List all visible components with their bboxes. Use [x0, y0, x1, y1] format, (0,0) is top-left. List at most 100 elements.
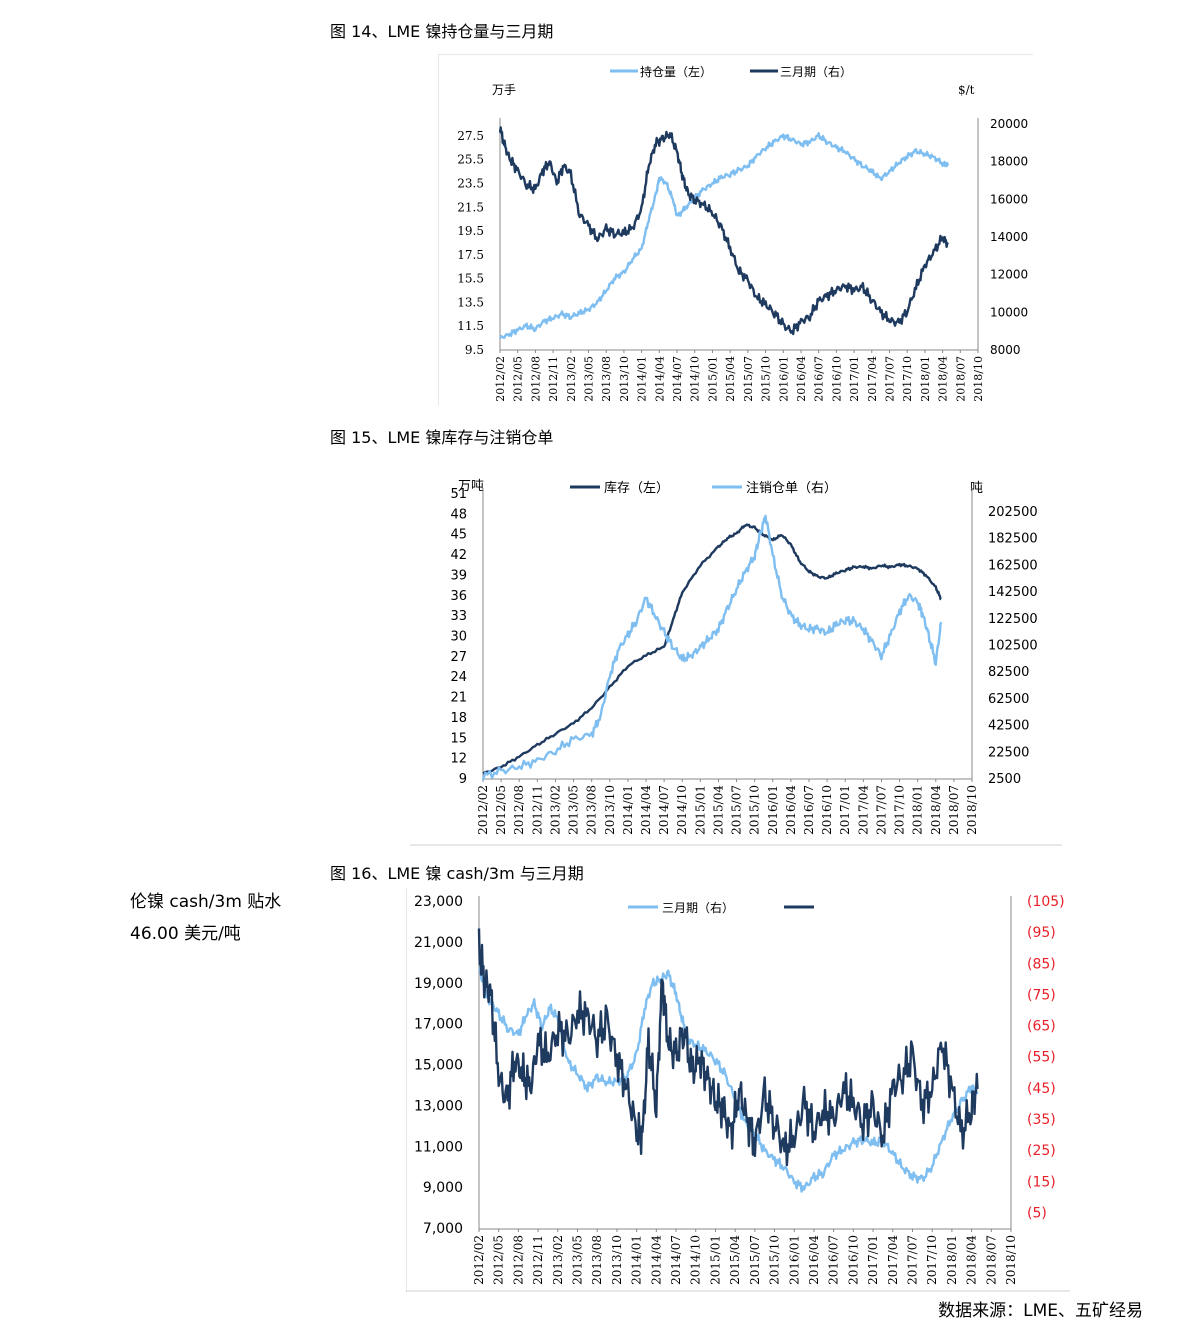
- chart-inventory-vs-cancelled-warrants: 库存（左） 注销仓单（右） 万吨 吨 51 48 45 42 39 36 33 30 27 24 2…: [410, 479, 1062, 846]
- x-tick-label: 2017/04: [866, 356, 879, 402]
- x-tick-label: 2017/10: [893, 785, 907, 835]
- left-tick-label: 21,000: [414, 935, 463, 951]
- x-tick-label: 2016/10: [830, 356, 843, 402]
- right-tick-label: (95): [1027, 925, 1056, 941]
- x-tick-label: 2015/01: [706, 356, 719, 402]
- right-tick-label: (25): [1027, 1143, 1056, 1159]
- right-tick-label: 62500: [988, 692, 1029, 707]
- series-line-a: [482, 523, 942, 775]
- left-tick-label: 33: [450, 609, 467, 624]
- left-tick-label: 23,000: [414, 894, 463, 910]
- x-tick-label: 2018/01: [919, 356, 932, 402]
- x-tick-label: 2013/05: [583, 356, 596, 402]
- right-tick-label: (35): [1027, 1112, 1056, 1128]
- left-tick-label: 45: [450, 528, 467, 543]
- x-tick-label: 2015/04: [728, 1235, 742, 1285]
- x-tick-label: 2013/10: [603, 785, 617, 835]
- legend-label-open-interest: 持仓量（左）: [640, 64, 712, 79]
- x-tick-label: 2018/04: [965, 1235, 979, 1285]
- x-tick-label: 2014/07: [671, 356, 684, 402]
- legend-label-3m-price: 三月期（右）: [662, 900, 734, 915]
- x-tick-label: 2018/07: [947, 785, 961, 835]
- x-tick-label: 2018/10: [1004, 1235, 1018, 1285]
- x-tick-label: 2014/04: [653, 356, 666, 402]
- x-tick-label: 2014/07: [669, 1235, 683, 1285]
- right-tick-label: 122500: [988, 612, 1038, 627]
- x-tick-label: 2012/02: [472, 1235, 486, 1285]
- left-tick-label: 9: [459, 772, 467, 787]
- right-tick-label: 202500: [988, 505, 1038, 520]
- figure-16-title: 图 16、LME 镍 cash/3m 与三月期: [330, 864, 584, 883]
- left-tick-label: 17,000: [414, 1017, 463, 1033]
- side-note-value: 46.00 美元/吨: [130, 924, 241, 944]
- x-tick-label: 2013/05: [571, 1235, 585, 1285]
- left-tick-label: 11,000: [414, 1139, 463, 1155]
- left-axis-unit: 万吨: [458, 479, 484, 494]
- x-tick-label: 2013/08: [590, 1235, 604, 1285]
- x-tick-label: 2013/10: [610, 1235, 624, 1285]
- x-tick-label: 2014/10: [689, 1235, 703, 1285]
- left-tick-label: 15: [450, 731, 467, 746]
- chart-cash3m-vs-3m: 三月期（右） 23,000 21,000 19,000 17,000 15,000 13,…: [406, 888, 1070, 1292]
- x-tick-label: 2013/02: [565, 356, 578, 402]
- left-tick-label: 51: [450, 487, 467, 502]
- right-tick-label: (105): [1027, 894, 1065, 910]
- left-tick-label: 9,000: [423, 1180, 463, 1196]
- x-tick-label: 2012/11: [547, 356, 560, 402]
- series-line-a: [478, 966, 979, 1193]
- right-tick-label: (65): [1027, 1019, 1056, 1035]
- x-tick-label: 2015/01: [708, 1235, 722, 1285]
- right-tick-label: 20000: [990, 117, 1028, 131]
- x-tick-label: 2012/08: [511, 1235, 525, 1285]
- right-tick-label: 162500: [988, 558, 1038, 573]
- right-tick-label: (85): [1027, 956, 1056, 972]
- left-tick-label: 21.5: [457, 200, 484, 214]
- x-tick-label: 2012/08: [529, 356, 542, 402]
- left-tick-label: 7,000: [423, 1221, 463, 1237]
- left-tick-label: 18: [450, 711, 467, 726]
- x-tick-label: 2017/10: [901, 356, 914, 402]
- x-tick-label: 2012/08: [512, 785, 526, 835]
- left-tick-label: 9.5: [465, 343, 484, 357]
- x-tick-label: 2016/04: [807, 1235, 821, 1285]
- x-tick-label: 2013/08: [585, 785, 599, 835]
- x-tick-label: 2014/07: [657, 785, 671, 835]
- chart2-legend: 库存（左） 注销仓单（右）: [570, 480, 837, 496]
- right-tick-label: 142500: [988, 585, 1038, 600]
- x-tick-label: 2012/05: [494, 785, 508, 835]
- x-tick-label: 2017/10: [925, 1235, 939, 1285]
- x-tick-label: 2018/07: [954, 356, 967, 402]
- x-tick-label: 2015/07: [730, 785, 744, 835]
- right-tick-label: 14000: [990, 230, 1028, 244]
- x-tick-label: 2013/08: [600, 356, 613, 402]
- left-tick-label: 11.5: [457, 319, 484, 333]
- chart3-legend: 三月期（右）: [628, 900, 814, 915]
- x-tick-label: 2015/07: [742, 356, 755, 402]
- legend-label-cancelled-warrants: 注销仓单（右）: [746, 481, 837, 496]
- series-line-b: [481, 514, 943, 781]
- x-tick-label: 2018/04: [929, 785, 943, 835]
- left-tick-label: 13.5: [457, 295, 484, 309]
- x-tick-label: 2012/02: [494, 356, 507, 402]
- x-tick-label: 2014/01: [630, 1235, 644, 1285]
- right-tick-label: 82500: [988, 665, 1029, 680]
- x-tick-label: 2013/02: [548, 785, 562, 835]
- left-tick-label: 27: [450, 650, 467, 665]
- right-tick-label: 102500: [988, 639, 1038, 654]
- x-tick-label: 2017/07: [905, 1235, 919, 1285]
- x-tick-label: 2014/04: [649, 1235, 663, 1285]
- left-tick-label: 24: [450, 670, 467, 685]
- right-tick-label: (75): [1027, 987, 1056, 1003]
- x-tick-label: 2017/01: [866, 1235, 880, 1285]
- chart-open-interest-vs-3m: 持仓量（左） 三月期（右） 万手 $/t 27.5 25.5 23.5 21.5 19.…: [438, 54, 1033, 406]
- right-axis-unit: 吨: [970, 481, 983, 496]
- left-tick-label: 25.5: [457, 153, 484, 167]
- left-tick-label: 36: [450, 589, 467, 604]
- x-tick-label: 2017/01: [848, 356, 861, 402]
- left-tick-label: 19.5: [457, 224, 484, 238]
- x-tick-label: 2016/10: [820, 785, 834, 835]
- figure-15-title: 图 15、LME 镍库存与注销仓单: [330, 428, 554, 447]
- right-tick-label: 10000: [990, 305, 1028, 319]
- x-tick-label: 2012/05: [492, 1235, 506, 1285]
- right-axis-unit: $/t: [958, 83, 975, 97]
